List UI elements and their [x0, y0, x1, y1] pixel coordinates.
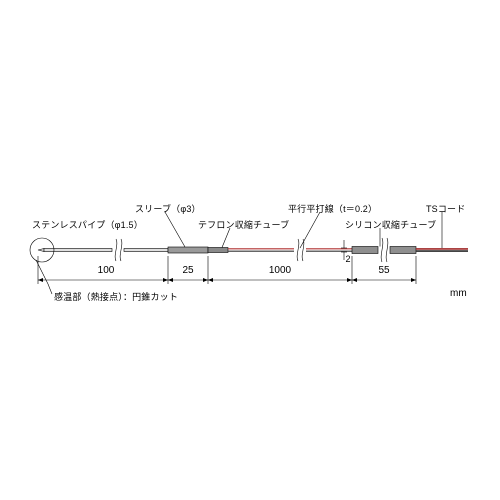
label-teflon: テフロン収縮チューブ	[198, 218, 289, 231]
label-stainless-pipe: ステンレスパイプ（φ1.5）	[32, 218, 143, 231]
dim-thick: 2	[345, 254, 350, 264]
thermocouple-diagram: { "labels": { "stainless_pipe": "ステンレスパイ…	[0, 0, 500, 500]
label-silicon: シリコン収縮チューブ	[345, 218, 436, 231]
dim-wire: 1000	[269, 265, 291, 276]
dim-sleeve: 25	[182, 265, 193, 276]
dim-silicon: 55	[378, 265, 389, 276]
label-ts-cord: TSコード	[426, 202, 465, 215]
unit-label: mm	[450, 288, 467, 299]
diagram-svg	[0, 0, 500, 500]
label-parallel-wire: 平行平打線（t＝0.2）	[288, 202, 377, 215]
label-sleeve: スリーブ（φ3）	[135, 202, 201, 215]
dim-pipe: 100	[98, 265, 115, 276]
label-sensor-tip: 感温部（熱接点）：円錐カット	[54, 290, 178, 303]
